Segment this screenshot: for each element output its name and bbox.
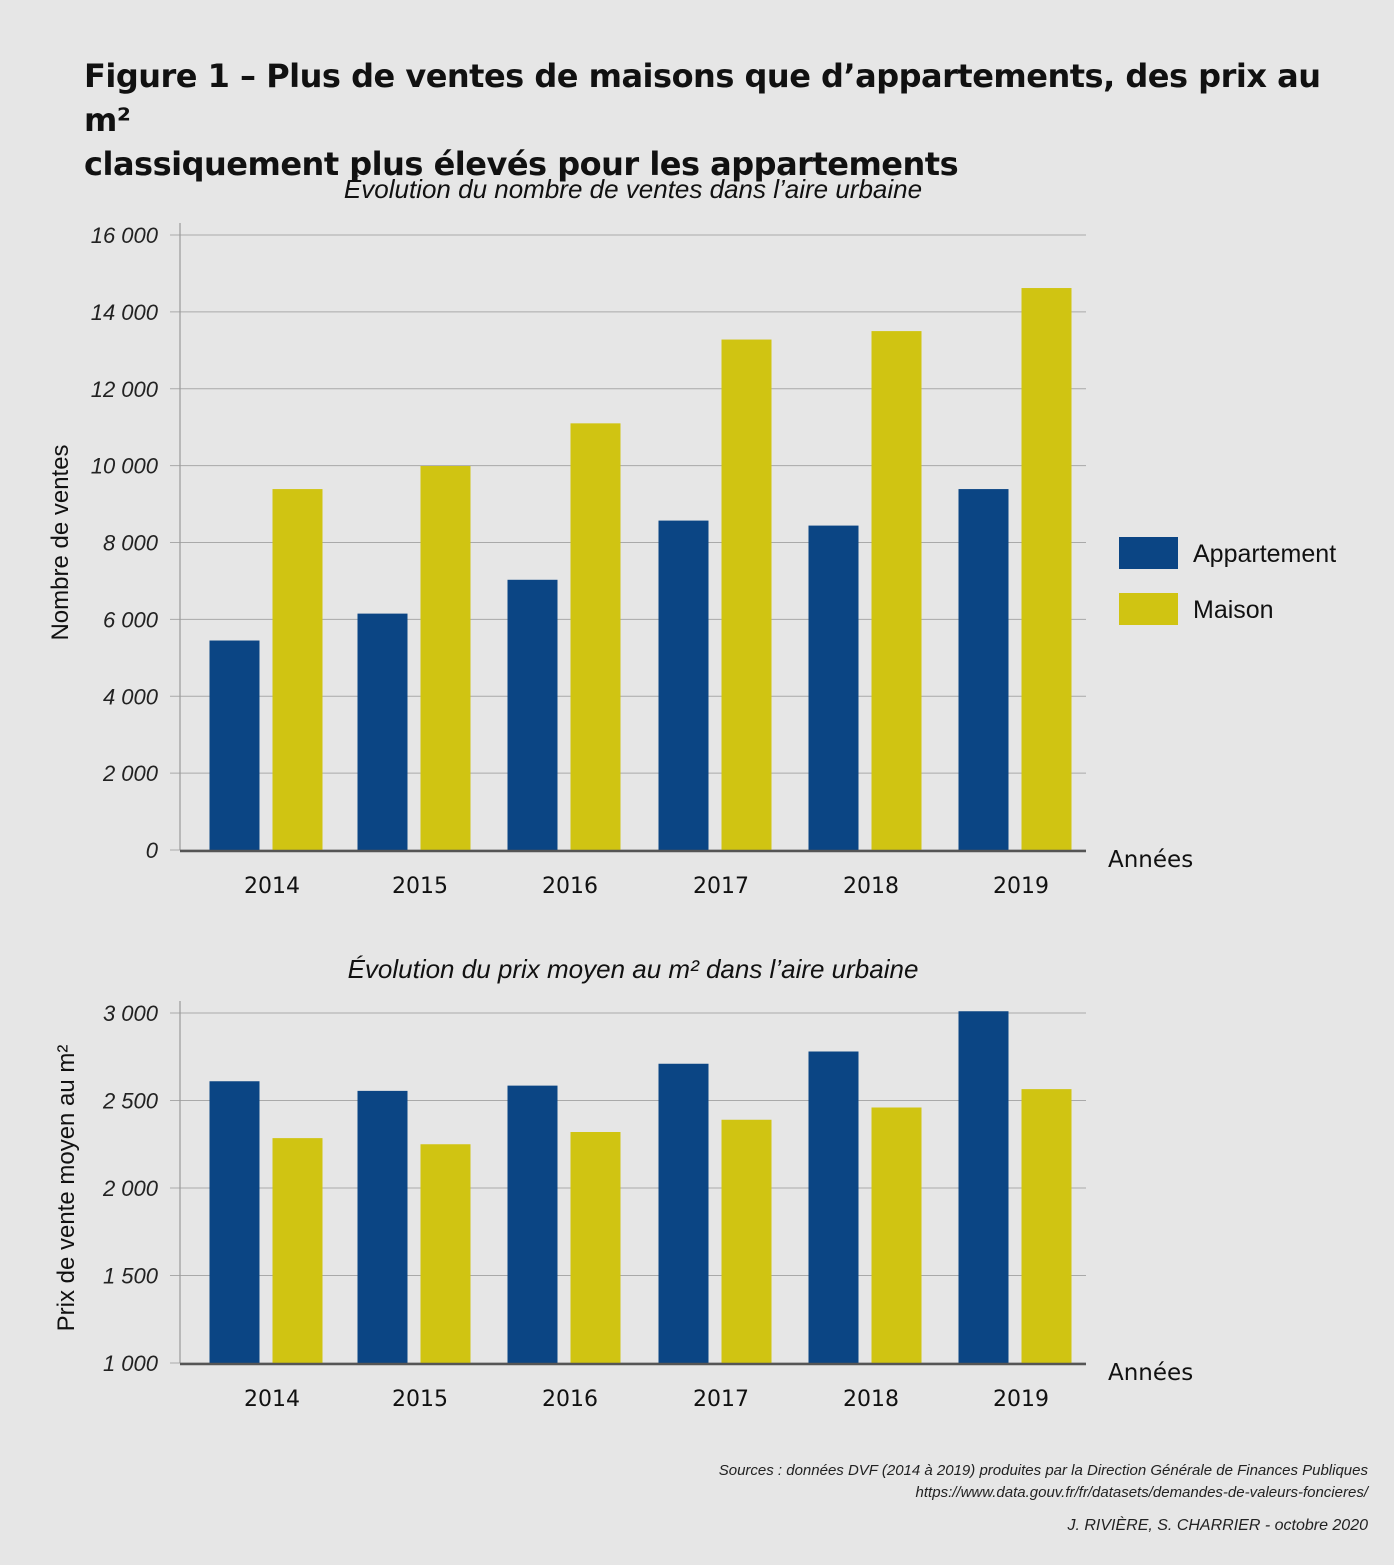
figure-title-line-2: classiquement plus élevés pour les appar…: [84, 145, 959, 183]
legend-label-maison: Maison: [1193, 596, 1274, 624]
legend-swatch-appartement: [1119, 537, 1178, 569]
bar-maison-2019: [1021, 1089, 1072, 1363]
bar-appartement-2015: [357, 613, 408, 850]
bar-appartement-2018: [808, 1051, 859, 1363]
y-tick-label: 3 000: [103, 1001, 159, 1026]
legend-label-appartement: Appartement: [1193, 540, 1336, 568]
sources-url: https://www.data.gouv.fr/fr/datasets/dem…: [915, 1484, 1368, 1501]
x-tick-label: 2016: [542, 1387, 598, 1412]
sources-note: Sources : données DVF (2014 à 2019) prod…: [719, 1460, 1368, 1504]
x-tick-label: 2014: [244, 1387, 300, 1412]
x-tick-label: 2015: [392, 1387, 448, 1412]
y-tick-label: 1 500: [103, 1264, 159, 1289]
x-axis-label: Années: [1108, 847, 1193, 873]
figure-title-line-1: Figure 1 – Plus de ventes de maisons que…: [84, 57, 1321, 139]
chart-title: Évolution du nombre de ventes dans l’air…: [344, 174, 922, 204]
bar-appartement-2015: [357, 1090, 408, 1363]
y-axis-label: Nombre de ventes: [47, 444, 74, 640]
x-tick-label: 2018: [843, 1387, 899, 1412]
sales-count-chart: Évolution du nombre de ventes dans l’air…: [47, 174, 1193, 899]
x-tick-label: 2017: [693, 1387, 749, 1412]
bar-maison-2016: [570, 1132, 621, 1363]
bar-appartement-2014: [209, 1081, 260, 1363]
y-tick-label: 16 000: [91, 223, 159, 248]
y-tick-label: 2 500: [102, 1089, 159, 1114]
bar-maison-2015: [420, 466, 471, 850]
y-axis-label: Prix de vente moyen au m²: [53, 1045, 80, 1332]
legend-swatch-maison: [1119, 593, 1178, 625]
bar-maison-2017: [721, 339, 772, 850]
sources-line-1: Sources : données DVF (2014 à 2019) prod…: [718, 1462, 1368, 1479]
y-tick-label: 8 000: [103, 531, 159, 556]
y-tick-label: 1 000: [103, 1351, 159, 1376]
y-tick-label: 14 000: [91, 300, 159, 325]
bar-maison-2019: [1021, 288, 1072, 850]
y-tick-label: 2 000: [102, 761, 159, 786]
bar-appartement-2019: [958, 489, 1009, 850]
bar-maison-2014: [272, 489, 323, 850]
x-tick-label: 2019: [993, 1387, 1049, 1412]
price-per-m2-chart: Évolution du prix moyen au m² dans l’air…: [53, 954, 1193, 1412]
bar-appartement-2016: [507, 579, 558, 850]
y-tick-label: 6 000: [103, 607, 159, 632]
bar-appartement-2019: [958, 1011, 1009, 1363]
y-tick-label: 12 000: [91, 377, 159, 402]
y-tick-label: 2 000: [102, 1176, 159, 1201]
x-tick-label: 2019: [993, 874, 1049, 899]
x-axis-label: Années: [1108, 1360, 1193, 1386]
x-tick-label: 2015: [392, 874, 448, 899]
bar-appartement-2016: [507, 1085, 558, 1363]
bar-maison-2018: [871, 1107, 922, 1363]
bar-maison-2015: [420, 1144, 471, 1363]
y-tick-label: 10 000: [91, 454, 159, 479]
x-tick-label: 2017: [693, 874, 749, 899]
chart-title: Évolution du prix moyen au m² dans l’air…: [348, 954, 919, 984]
bar-appartement-2018: [808, 525, 859, 850]
bar-maison-2018: [871, 331, 922, 850]
figure-title: Figure 1 – Plus de ventes de maisons que…: [84, 54, 1364, 186]
bar-appartement-2014: [209, 640, 260, 850]
y-tick-label: 4 000: [103, 684, 159, 709]
bar-maison-2017: [721, 1119, 772, 1363]
bar-maison-2014: [272, 1138, 323, 1363]
bar-appartement-2017: [658, 520, 709, 850]
bar-maison-2016: [570, 423, 621, 850]
x-tick-label: 2014: [244, 874, 300, 899]
x-tick-label: 2016: [542, 874, 598, 899]
y-tick-label: 0: [146, 838, 159, 863]
author-credit: J. RIVIÈRE, S. CHARRIER - octobre 2020: [1067, 1517, 1368, 1534]
x-tick-label: 2018: [843, 874, 899, 899]
bar-appartement-2017: [658, 1063, 709, 1363]
chart-legend: Appartement Maison: [1119, 537, 1336, 625]
